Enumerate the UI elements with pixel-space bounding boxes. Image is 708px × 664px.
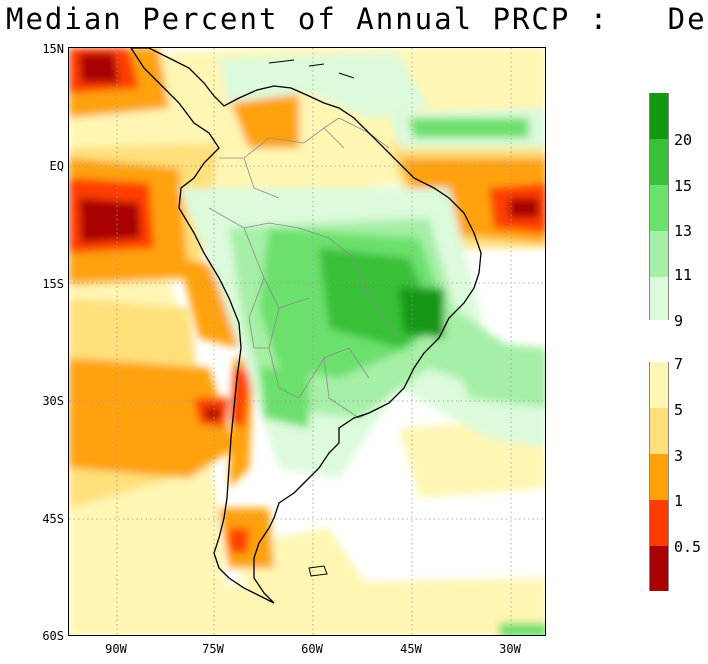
lon-label-75w: 75W (202, 642, 224, 656)
field-red-patagonia (229, 528, 249, 553)
colorbar-label-11: 11 (674, 266, 693, 284)
graticule (69, 48, 545, 635)
colorbar-label-7: 7 (674, 355, 684, 373)
lon-label-60w: 60W (301, 642, 323, 656)
field-green-south (499, 623, 545, 635)
colorbar-swatch-5-7 (649, 362, 669, 408)
colorbar-label-9: 9 (674, 312, 684, 330)
map-title: Median Percent of Annual PRCP : Dec (6, 2, 708, 36)
field-green-satl (449, 338, 545, 408)
lat-label-eq: EQ (49, 159, 64, 173)
field-orange-venezuela (229, 93, 299, 148)
colorbar-label-20: 20 (674, 131, 693, 149)
lon-label-45w: 45W (400, 642, 422, 656)
field-darkred-nw (79, 53, 119, 83)
colorbar-swatch-20plus (649, 93, 669, 139)
colorbar-swatch-1-3 (649, 454, 669, 500)
precipitation-map (68, 47, 546, 636)
lat-label-15s: 15S (42, 277, 64, 291)
caribbean-islands (268, 59, 355, 79)
field-darkred-pacific (204, 408, 221, 420)
colorbar-swatch-3-5 (649, 408, 669, 454)
colorbar-label-0.5: 0.5 (674, 538, 702, 556)
colorbar-swatch-9-11 (649, 277, 669, 320)
lon-label-90w: 90W (105, 642, 127, 656)
colorbar-label-1: 1 (674, 492, 684, 510)
country-borders (208, 117, 400, 419)
colorbar-swatch-0.5-1 (649, 500, 669, 546)
field-lightgreen-north (219, 53, 429, 118)
colorbar-label-3: 3 (674, 447, 684, 465)
field-lightyellow-south (69, 578, 545, 635)
colorbar-swatch-13-15 (649, 185, 669, 231)
field-darkred-eqatlantic (509, 198, 539, 218)
colorbar-swatch-below-0.5 (649, 546, 669, 591)
lat-label-45s: 45S (42, 512, 64, 526)
lat-label-60s: 60S (42, 629, 64, 643)
field-green-natl (409, 118, 529, 138)
colorbar-label-5: 5 (674, 401, 684, 419)
lon-label-30w: 30W (499, 642, 521, 656)
lat-label-30s: 30S (42, 394, 64, 408)
field-green-chaco (259, 368, 309, 428)
colorbar-label-15: 15 (674, 177, 693, 195)
colorbar-swatch-15-20 (649, 139, 669, 185)
field-core-green (399, 288, 444, 338)
lat-label-15n: 15N (42, 42, 64, 56)
field-orange-sepacific (69, 358, 234, 478)
coastline (130, 48, 482, 604)
colorbar-label-13: 13 (674, 222, 693, 240)
falkland-islands (308, 565, 328, 577)
colorbar-swatch-11-13 (649, 231, 669, 277)
field-darkred-eqpacific (79, 198, 141, 243)
